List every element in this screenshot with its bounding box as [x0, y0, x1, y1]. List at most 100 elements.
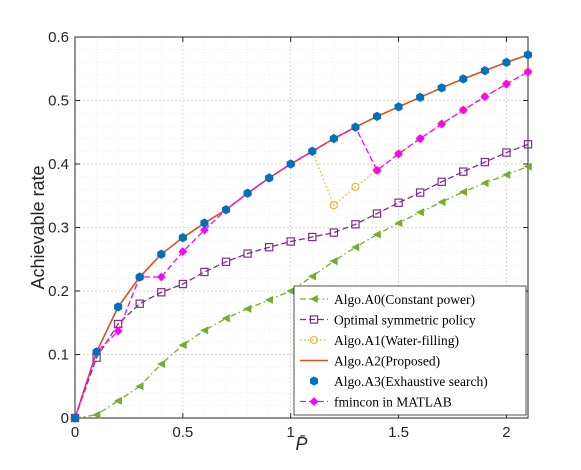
data-point	[264, 242, 274, 252]
data-point	[523, 50, 533, 60]
data-point	[437, 198, 446, 207]
data-point	[135, 382, 144, 391]
data-point	[437, 83, 446, 93]
data-point	[156, 272, 166, 282]
data-point	[437, 177, 446, 186]
data-point	[415, 134, 425, 143]
data-point	[458, 105, 468, 115]
data-point	[372, 209, 382, 218]
data-point	[309, 294, 318, 304]
data-point	[135, 272, 144, 282]
data-point	[416, 92, 425, 102]
data-point	[394, 102, 403, 112]
data-point	[221, 257, 231, 266]
series-line	[74, 143, 529, 419]
data-point	[523, 140, 533, 149]
data-point	[329, 133, 338, 144]
data-point	[200, 225, 209, 235]
data-point	[286, 237, 295, 246]
x-tick-label: 1.5	[388, 424, 409, 441]
data-point	[523, 67, 533, 77]
data-point	[329, 257, 338, 266]
data-point	[309, 376, 319, 386]
data-point	[243, 249, 252, 258]
y-tick-label: 0	[61, 410, 69, 427]
legend-item: Optimal symmetric policy	[300, 313, 476, 328]
data-point	[157, 288, 166, 297]
x-axis-label: P̄	[295, 434, 307, 454]
y-tick-label: 0.4	[48, 156, 69, 173]
data-point	[437, 119, 447, 129]
data-point	[502, 148, 511, 157]
x-tick-label: 0.5	[172, 424, 193, 441]
data-point	[178, 340, 187, 350]
data-point	[200, 326, 209, 335]
data-point	[265, 173, 274, 183]
legend-item: Algo.A0(Constant power)	[300, 292, 475, 307]
y-tick-label: 0.6	[48, 29, 69, 46]
axes	[74, 36, 529, 419]
data-point	[502, 57, 511, 68]
y-tick-label: 0.1	[48, 347, 69, 364]
data-point	[308, 146, 317, 156]
legend-item: fmincon in MATLAB	[300, 395, 452, 410]
y-tick-label: 0.2	[48, 283, 69, 300]
legend-label: Optimal symmetric policy	[334, 313, 476, 328]
data-point	[200, 267, 209, 277]
legend-item: Algo.A3(Exhaustive search)	[309, 374, 488, 389]
legend-label: fmincon in MATLAB	[334, 395, 452, 410]
data-point	[309, 335, 319, 345]
data-point	[480, 66, 489, 76]
series-line	[74, 71, 529, 419]
data-point	[135, 299, 144, 308]
data-point	[502, 170, 511, 179]
x-tick-label: 1	[287, 424, 295, 441]
legend-box	[293, 285, 527, 416]
data-point	[480, 92, 490, 102]
data-point	[178, 247, 188, 256]
data-point	[415, 188, 425, 197]
data-point	[372, 230, 381, 239]
data-point	[394, 219, 403, 228]
data-point	[178, 279, 188, 289]
data-point	[114, 302, 123, 312]
legend-label: Algo.A0(Constant power)	[334, 292, 475, 307]
data-point	[458, 187, 468, 196]
legend-item: Algo.A2(Proposed)	[300, 354, 440, 369]
x-tick-label: 0	[71, 424, 79, 441]
data-point	[372, 111, 382, 122]
data-point	[415, 208, 424, 217]
data-point	[92, 410, 101, 419]
data-point	[307, 272, 317, 281]
data-point	[372, 165, 382, 175]
data-point	[221, 314, 230, 323]
data-point	[523, 162, 532, 171]
data-point	[309, 315, 319, 324]
data-point	[394, 198, 403, 207]
series-line	[74, 165, 529, 419]
data-point	[394, 149, 403, 159]
data-point	[351, 122, 360, 132]
data-point	[178, 233, 187, 243]
data-point	[113, 326, 123, 336]
data-point	[221, 205, 231, 215]
data-point	[113, 396, 122, 405]
data-point	[459, 167, 468, 176]
tick-labels: 0 0.5 1 1.5 2 0 0.1 0.2 0.3 0.4 0.5 0.6	[48, 29, 510, 441]
plot-series	[70, 50, 533, 423]
data-point	[480, 157, 490, 167]
legend-label: Algo.A2(Proposed)	[334, 354, 440, 369]
data-point	[480, 179, 489, 188]
data-point	[243, 304, 252, 313]
y-tick-label: 0.3	[48, 220, 69, 237]
legend-item: Algo.A1(Water-filling)	[300, 333, 459, 348]
y-axis-label: Achievable rate	[28, 165, 48, 289]
data-point	[156, 359, 166, 369]
legend-label: Algo.A3(Exhaustive search)	[334, 374, 488, 389]
data-point	[309, 397, 319, 406]
data-point	[264, 295, 273, 304]
x-tick-label: 2	[502, 424, 510, 441]
data-point	[502, 79, 511, 89]
data-point	[351, 243, 360, 252]
